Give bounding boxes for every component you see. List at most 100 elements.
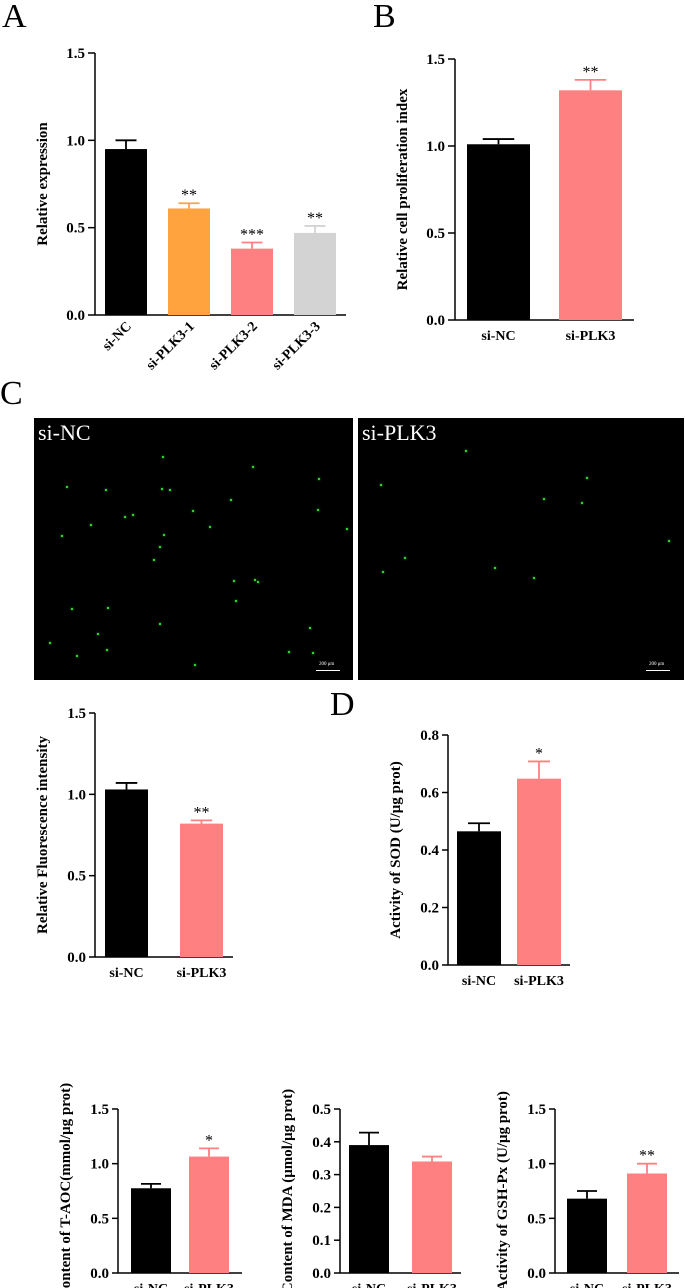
panel-letter-b: B — [373, 0, 396, 35]
fluorescent-cell — [543, 498, 545, 500]
fluorescent-cell — [169, 489, 171, 491]
panel-letter-a: A — [2, 0, 27, 35]
bar — [559, 90, 622, 320]
fluorescent-cell — [581, 502, 583, 504]
scale-bar — [316, 670, 340, 671]
significance-mark: ** — [639, 1148, 655, 1165]
y-tick-label: 0.5 — [426, 226, 445, 242]
bar — [105, 149, 147, 315]
significance-mark: *** — [240, 227, 264, 244]
fluorescent-cell — [49, 642, 51, 644]
x-tick-label: si-NC — [481, 329, 515, 344]
chart-proliferation-index: 0.0 0.5 1.0 1.5 Relative cell proliferation … — [395, 52, 634, 344]
fluorescent-cell — [66, 486, 68, 488]
fluorescent-cell — [161, 488, 163, 490]
fluorescent-cell — [105, 489, 107, 491]
fluorescent-cell — [346, 528, 348, 530]
fluorescent-cell — [163, 534, 165, 536]
scale-bar-text: 200 μm — [649, 662, 665, 667]
fluorescent-cell — [317, 509, 319, 511]
fluorescent-cell — [106, 649, 108, 651]
y-tick-label: 1.5 — [527, 1102, 546, 1118]
micrograph-si-plk3: si-PLK3 200 μm — [358, 418, 684, 680]
chart-sod-activity: 0.0 0.2 0.4 0.6 0.8 Activity of SOD (U/μg pro… — [388, 728, 570, 989]
x-tick-label: si-PLK3-3 — [270, 319, 324, 373]
x-tick-label: si-PLK3 — [184, 1282, 234, 1288]
y-tick-label: 0.1 — [312, 1233, 331, 1249]
y-tick-label: 0.4 — [420, 843, 439, 859]
x-tick-label: si-PLK3-2 — [207, 319, 261, 373]
y-tick-label: 0.0 — [420, 958, 439, 974]
fluorescent-cell — [254, 579, 256, 581]
y-tick-label: 0.2 — [420, 901, 439, 917]
micrograph-label-si-plk3: si-PLK3 — [362, 420, 437, 445]
x-tick-label: si-PLK3 — [514, 974, 564, 989]
fluorescent-cell — [668, 540, 670, 542]
x-tick-label: si-PLK3-1 — [144, 319, 198, 373]
bar — [168, 208, 210, 315]
fluorescent-cell — [586, 477, 588, 479]
x-tick-label: si-NC — [570, 1282, 604, 1288]
fluorescent-cell — [132, 514, 134, 516]
bar — [349, 1145, 389, 1273]
y-tick-label: 0.0 — [66, 308, 85, 324]
fluorescent-cell — [309, 627, 311, 629]
fluorescent-cell — [76, 655, 78, 657]
x-tick-label: si-PLK3 — [177, 966, 227, 981]
y-tick-label: 1.5 — [90, 1102, 109, 1118]
y-axis-label: Content of MDA (μmol/μg prot) — [280, 1089, 296, 1288]
x-tick-label: si-NC — [134, 1282, 168, 1288]
fluorescent-cell — [192, 510, 194, 512]
panel-letter-d: D — [330, 686, 355, 723]
y-tick-label: 0.5 — [312, 1102, 331, 1118]
fluorescent-cell — [159, 623, 161, 625]
y-tick-label: 1.5 — [66, 46, 85, 62]
y-axis-label: Activity of GSH-Px (U/μg prot) — [495, 1091, 511, 1288]
panel-letter-c: C — [0, 375, 23, 412]
bar — [231, 248, 273, 315]
fluorescent-cell — [233, 580, 235, 582]
y-tick-label: 0.0 — [527, 1266, 546, 1282]
y-tick-label: 0.0 — [312, 1266, 331, 1282]
y-tick-label: 0.0 — [426, 313, 445, 329]
y-tick-label: 0.6 — [420, 786, 439, 802]
y-tick-label: 1.0 — [66, 133, 85, 149]
fluorescent-cell — [162, 456, 164, 458]
x-tick-label: si-NC — [100, 319, 135, 354]
fluorescent-cell — [382, 571, 384, 573]
y-tick-label: 0.5 — [527, 1211, 546, 1227]
significance-mark: ** — [194, 804, 210, 821]
x-tick-label: si-PLK3 — [566, 329, 616, 344]
y-tick-label: 1.5 — [67, 706, 86, 722]
chart-gsh-activity: 0.0 0.5 1.0 1.5 Activity of GSH-Px (U/μg pro… — [495, 1091, 679, 1288]
fluorescent-cell — [312, 652, 314, 654]
fluorescent-cell — [153, 559, 155, 561]
significance-mark: * — [535, 745, 543, 762]
fluorescent-cell — [159, 546, 161, 548]
fluorescent-cell — [235, 600, 237, 602]
y-axis-label: Activity of SOD (U/μg prot) — [388, 761, 404, 938]
fluorescent-cell — [252, 466, 254, 468]
bar — [294, 232, 336, 315]
fluorescent-cell — [318, 478, 320, 480]
chart-relative-expression: 0.0 0.5 1.0 1.5 Relative expression si-NC ** si… — [35, 46, 346, 373]
fluorescent-cell — [209, 526, 211, 528]
bar — [627, 1173, 667, 1273]
significance-mark: * — [205, 1132, 213, 1149]
micrograph-label-si-nc: si-NC — [38, 420, 91, 445]
y-tick-label: 1.0 — [527, 1157, 546, 1173]
fluorescent-cell — [194, 664, 196, 666]
bar — [467, 144, 530, 320]
fluorescent-cell — [124, 516, 126, 518]
bar — [567, 1198, 607, 1273]
y-tick-label: 1.0 — [426, 139, 445, 155]
x-tick-label: si-PLK3 — [407, 1282, 457, 1288]
significance-mark: ** — [181, 187, 197, 204]
y-tick-label: 0.4 — [312, 1135, 331, 1151]
fluorescent-cell — [533, 577, 535, 579]
bar — [517, 778, 561, 965]
fluorescent-cell — [257, 581, 259, 583]
fluorescent-cell — [404, 557, 406, 559]
fluorescent-cell — [288, 651, 290, 653]
bar — [412, 1161, 452, 1273]
